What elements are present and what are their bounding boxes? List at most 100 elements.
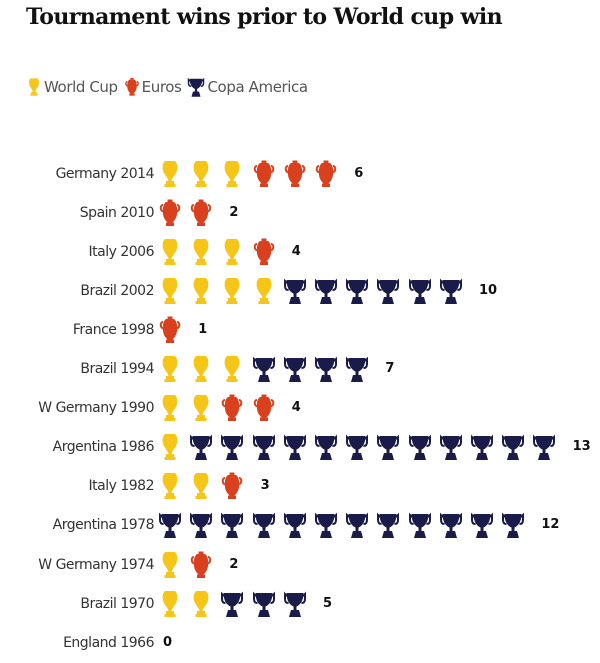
copa-america-trophy-icon [313,511,339,539]
chart-row: W Germany 1974 2 [0,551,600,579]
row-count: 1 [198,322,208,338]
legend-label-world-cup: World Cup [44,78,118,96]
world-cup-trophy-icon [188,238,214,266]
row-label: England 1966 [63,634,154,651]
row-count: 6 [354,166,364,181]
row-label: W Germany 1990 [38,400,154,417]
copa-america-trophy-icon [438,277,464,305]
copa-america-trophy-icon [407,277,433,305]
chart-row: Italy 1982 3 [0,472,600,500]
world-cup-trophy-icon [219,160,245,188]
row-count: 4 [291,400,301,416]
row-label: Argentina 1978 [52,517,155,534]
chart-row: Brazil 2002 10 [0,277,600,305]
copa-america-trophy-icon [500,433,526,461]
row-count: 3 [260,478,270,494]
copa-america-trophy-icon [282,355,308,383]
chart-row: France 1998 1 [0,316,600,344]
chart-row: Italy 2006 4 [0,238,600,266]
world-cup-trophy-icon [157,590,183,618]
chart-row: Brazil 1994 7 [0,355,600,383]
copa-america-trophy-icon [157,511,183,539]
legend-label-copa-america: Copa America [207,78,308,96]
euros-trophy-icon [282,160,308,188]
copa-america-trophy-icon [313,355,339,383]
euros-trophy-icon [157,316,183,344]
row-label: Brazil 1994 [80,361,154,378]
copa-america-trophy-icon [251,511,277,539]
euros-trophy-icon [219,394,245,422]
copa-america-trophy-icon [282,433,308,461]
row-label: Germany 2014 [55,166,155,182]
world-cup-trophy-icon [188,590,214,618]
row-count: 10 [479,283,498,299]
row-count: 2 [229,556,239,572]
row-label: Italy 2006 [88,244,155,261]
copa-america-trophy-icon [375,511,401,539]
copa-america-trophy-icon [219,433,245,461]
row-label: France 1998 [72,322,155,339]
world-cup-trophy-icon [157,551,183,579]
world-cup-trophy-icon [157,238,183,266]
legend-item-world-cup: World Cup [26,74,118,100]
copa-america-trophy-icon [500,511,526,539]
world-cup-trophy-icon [188,472,214,500]
world-cup-trophy-icon [219,277,245,305]
copa-america-trophy-icon [344,355,370,383]
copa-america-trophy-icon [251,433,277,461]
row-count: 2 [229,205,239,221]
world-cup-trophy-icon [157,433,183,461]
euros-trophy-icon [251,394,277,422]
copa-america-trophy-icon [407,511,433,539]
copa-america-trophy-icon [313,277,339,305]
copa-america-trophy-icon [188,511,214,539]
chart-row: England 1966 0 [0,629,600,657]
world-cup-trophy-icon [157,355,183,383]
legend-label-euros: Euros [141,78,182,96]
euros-trophy-icon [188,199,214,227]
copa-america-trophy-icon [219,590,245,618]
copa-america-trophy-icon [469,511,495,539]
row-label: Brazil 1970 [80,595,154,612]
copa-america-trophy-icon [531,433,557,461]
copa-america-trophy-icon [188,77,205,97]
world-cup-trophy-icon [157,472,183,500]
world-cup-trophy-icon [251,277,277,305]
chart-row: Spain 2010 2 [0,199,600,227]
copa-america-trophy-icon [282,511,308,539]
copa-america-trophy-icon [344,511,370,539]
euros-trophy-icon [251,160,277,188]
copa-america-trophy-icon [438,511,464,539]
copa-america-trophy-icon [188,433,214,461]
copa-america-trophy-icon [219,511,245,539]
world-cup-trophy-icon [188,160,214,188]
chart-row: Germany 2014 6 [0,160,600,188]
row-count: 5 [323,595,333,611]
world-cup-trophy-icon [188,355,214,383]
chart-legend: World Cup Euros Copa America [26,72,314,102]
world-cup-trophy-icon [29,78,39,96]
copa-america-trophy-icon [282,590,308,618]
euros-trophy-icon [219,472,245,500]
row-label: Argentina 1986 [52,439,155,456]
row-label: Spain 2010 [79,205,155,222]
row-label: Brazil 2002 [80,283,154,300]
copa-america-trophy-icon [251,355,277,383]
chart-row: W Germany 1990 4 [0,394,600,422]
world-cup-trophy-icon [157,277,183,305]
euros-trophy-icon [251,238,277,266]
chart-row: Brazil 1970 5 [0,590,600,618]
euros-trophy-icon [188,551,214,579]
copa-america-trophy-icon [344,433,370,461]
chart-row: Argentina 1986 [0,433,600,461]
chart-title: Tournament wins prior to World cup win [26,4,503,30]
copa-america-trophy-icon [375,277,401,305]
copa-america-trophy-icon [282,277,308,305]
copa-america-trophy-icon [469,433,495,461]
world-cup-trophy-icon [188,277,214,305]
world-cup-trophy-icon [219,238,245,266]
row-count: 0 [163,634,173,650]
legend-item-euros: Euros [124,74,182,100]
row-label: Italy 1982 [88,478,155,495]
world-cup-trophy-icon [219,355,245,383]
